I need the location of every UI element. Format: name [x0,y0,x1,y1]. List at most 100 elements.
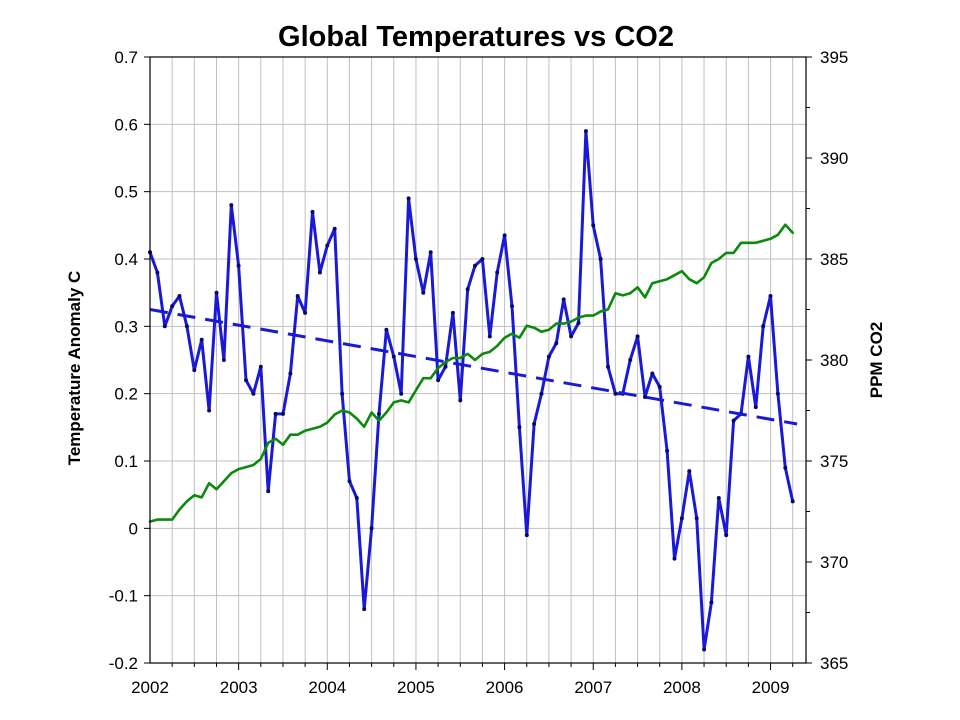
temperature-point [406,196,411,201]
temperature-point [731,418,736,423]
temperature-point [266,489,271,494]
y-left-tick-label: 0.5 [114,183,138,202]
y-left-tick-label: 0.2 [114,385,138,404]
gridlines [150,57,806,663]
temperature-point [258,364,263,369]
temperature-point [155,270,160,275]
y-axis-left-title: Temperature Anomaly C [65,271,84,466]
y-right-tick-label: 380 [820,351,848,370]
temperature-point [362,607,367,612]
y-left-tick-label: 0.6 [114,115,138,134]
temperature-point [539,391,544,396]
temperature-point [746,354,751,359]
y-left-tick-label: 0 [129,519,138,538]
temperature-point [694,516,699,521]
temperature-point [347,479,352,484]
temperature-point [753,405,758,410]
y-right-tick-label: 370 [820,553,848,572]
temperature-point [251,391,256,396]
temperature-point [354,496,359,500]
temperature-point [606,364,610,369]
temperature-point [768,294,773,298]
temperature-point [465,287,470,292]
temperature-point [214,290,219,295]
plot-frame [149,56,807,664]
temperature-point [546,354,551,359]
temperature-series-line [148,129,795,651]
y-left-tick-label: 0.4 [114,250,138,269]
x-tick-label: 2008 [663,678,701,697]
temperature-point [517,425,522,430]
tick-marks [144,56,812,670]
temperature-point [281,411,285,416]
temperature-point [317,270,322,275]
temperature-point [303,310,308,315]
temperature-point [325,243,330,248]
temperature-point [687,469,692,474]
temperature-point [369,526,374,531]
temperature-point [399,391,404,396]
temperature-point [221,358,226,362]
temperature-point [229,203,234,208]
temperature-point [569,334,574,339]
y-right-tick-label: 395 [820,48,848,67]
temperature-point [421,290,426,295]
temperature-point [650,371,655,376]
temperature-point [413,257,418,261]
temperature-point [177,294,182,298]
x-tick-label: 2007 [574,678,612,697]
y-right-tick-label: 390 [820,149,848,168]
temperature-point [273,411,278,416]
temperature-point [495,270,500,275]
temperature-point [716,496,721,500]
chart-title: Global Temperatures vs CO2 [278,21,674,53]
temperature-point [524,533,529,538]
temperature-point [783,465,788,470]
temperature-point [628,358,633,362]
tick-labels: -0.2 -0.1 0 0.1 0.2 0.3 0.4 0.5 0.6 0.7 365 370 375 3… [109,48,849,697]
temperature-point [576,321,581,325]
temperature-point [184,324,189,329]
co2-series-line [148,223,795,523]
temperature-point [510,304,514,309]
x-tick-label: 2004 [308,678,346,697]
temperature-point [162,324,167,329]
y-left-tick-label: 0.1 [114,452,138,471]
temperature-point [598,257,603,261]
y-right-tick-label: 385 [820,250,848,269]
temperature-point [207,408,212,413]
temperature-point [709,600,714,605]
temperature-point [502,233,507,238]
temperature-point [340,391,345,396]
temperature-point [480,257,485,261]
temperature-point [487,334,492,339]
temperature-point [613,391,618,396]
x-tick-label: 2002 [131,678,169,697]
x-tick-label: 2009 [752,678,790,697]
y-axis-right-title: PPM CO2 [867,322,886,399]
temperature-point [310,209,315,214]
x-tick-label: 2006 [486,678,524,697]
temperature-point [236,263,241,268]
temperature-point [436,378,441,383]
temperature-point [643,395,647,399]
series-layer [148,129,798,652]
temperature-point [244,378,248,383]
x-tick-label: 2005 [397,678,435,697]
y-right-tick-label: 365 [820,654,848,673]
temperature-point [377,411,381,416]
temperature-point [702,647,707,652]
temperature-point [724,533,729,538]
temperature-point [657,384,662,389]
temperature-point [199,337,204,342]
y-left-tick-label: 0.7 [114,48,138,67]
temperature-point [443,364,448,369]
temperature-point [428,250,433,255]
temperature-point [450,310,455,315]
temperature-point [665,448,670,453]
y-right-tick-label: 375 [820,452,848,471]
y-left-tick-label: -0.2 [109,654,138,673]
temperature-point [192,368,197,373]
temperature-point [170,304,175,309]
